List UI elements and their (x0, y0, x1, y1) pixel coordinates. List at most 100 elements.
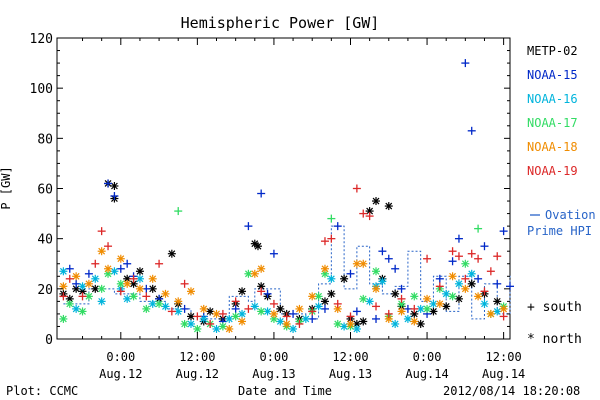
y-axis: 0 20 40 60 80 100 120 (30, 32, 510, 348)
noaa-18-star-d2 (436, 300, 444, 308)
x-axis-label: Date and Time (238, 384, 332, 398)
noaa-17-point (78, 307, 87, 316)
metp-02-point (72, 284, 81, 293)
noaa-16-star-d2 (455, 280, 463, 288)
noaa-18-star-d2 (270, 310, 278, 318)
noaa-16-point (289, 324, 298, 333)
noaa-18-star-d2 (500, 305, 508, 313)
noaa-17-star-d2 (155, 300, 163, 308)
metp-02-point (340, 274, 349, 283)
metp-02-point (442, 302, 451, 311)
noaa-18-star-d2 (251, 270, 259, 278)
metp-02-star-d2 (254, 242, 262, 250)
metp-02-point (276, 304, 285, 313)
noaa-17-star-d2 (449, 292, 457, 300)
noaa-16-point (429, 299, 438, 308)
noaa-16-point (161, 302, 170, 311)
y-tick-label: 60 (37, 183, 53, 198)
x-tick-date: Aug.13 (252, 367, 295, 381)
noaa-16-star-d2 (162, 302, 169, 310)
noaa-15-point (65, 264, 74, 273)
noaa-16-star-d2 (378, 277, 386, 285)
noaa-17-star-d2 (257, 307, 265, 315)
y-tick-label: 80 (37, 132, 53, 147)
noaa-15-point (116, 264, 125, 273)
noaa-19-point (365, 212, 374, 221)
noaa-16-star-d2 (225, 315, 233, 323)
noaa-18-star-d2 (347, 320, 354, 328)
noaa-16-star-d2 (353, 325, 361, 333)
ovation-hpi-layer (63, 225, 511, 320)
metp-02-point (186, 312, 195, 321)
noaa-18-point (148, 274, 157, 283)
noaa-16-star-d2 (187, 320, 195, 328)
metp-02-point (206, 307, 215, 316)
noaa-16-point (314, 302, 323, 311)
noaa-15-point (289, 309, 298, 318)
noaa-16-star-d2 (468, 270, 476, 278)
x-tick-date: Aug.12 (99, 367, 142, 381)
noaa-17-star-d2 (79, 307, 86, 315)
noaa-19-point (454, 252, 463, 261)
metp-02-point (454, 294, 463, 303)
noaa-18-star-d2 (174, 297, 182, 305)
y-tick-label: 100 (30, 82, 53, 97)
metp-02-star-d2 (340, 275, 348, 283)
metp-02-star-d2 (123, 275, 131, 283)
legend: METP-02 NOAA-15 NOAA-16 NOAA-17 NOAA-18 NOAA-… (527, 44, 578, 216)
noaa-17-star-d2 (398, 300, 405, 308)
metp-02-point (123, 274, 132, 283)
satellite-points-layer (59, 59, 514, 333)
metp-02-point (320, 297, 329, 306)
metp-02-star-d2 (72, 285, 80, 293)
noaa-17-star-d2 (98, 285, 106, 293)
noaa-18-point (97, 247, 106, 256)
noaa-17-star-d2 (117, 280, 125, 288)
noaa-18-point (225, 324, 234, 333)
metp-02-star-d2 (168, 250, 176, 258)
noaa-16-point (72, 304, 81, 313)
noaa-16-star-d2 (340, 323, 348, 330)
noaa-19-point (218, 309, 227, 318)
noaa-16-point (110, 267, 119, 276)
y-tick-label: 40 (37, 233, 53, 248)
noaa-18-star-d2 (98, 247, 106, 255)
metp-02-star-d2 (353, 320, 361, 328)
noaa-17-point (97, 284, 106, 293)
noaa-15-point (320, 304, 329, 313)
noaa-15-point (461, 59, 470, 68)
noaa-18-point (359, 259, 368, 268)
noaa-18-star-d2 (449, 272, 457, 280)
noaa-17-star-d2 (130, 292, 137, 300)
metp-02-point (65, 294, 74, 303)
noaa-18-point (435, 299, 444, 308)
noaa-16-star-d2 (123, 295, 131, 303)
noaa-19-point (480, 287, 489, 296)
metp-02-point (372, 197, 381, 206)
noaa-16-point (238, 309, 247, 318)
noaa-18-star-d2 (487, 310, 495, 318)
noaa-17-point (59, 314, 68, 323)
noaa-18-star-d2 (308, 292, 316, 300)
noaa-17-star-d2 (232, 313, 240, 320)
noaa-16-point (199, 314, 208, 323)
noaa-18-point (59, 282, 68, 291)
noaa-15-point (123, 259, 132, 268)
noaa-16-point (378, 277, 387, 286)
noaa-16-point (301, 314, 310, 323)
noaa-15-point (397, 284, 406, 293)
noaa-18-star-d2 (359, 260, 367, 268)
metp-02-star-d2 (430, 307, 437, 315)
noaa-19-point (142, 292, 151, 301)
noaa-19-point (116, 287, 125, 296)
x-tick-date: Aug.14 (482, 367, 525, 381)
noaa-19-point (78, 292, 87, 301)
legend-noaa-15: NOAA-15 (527, 68, 578, 82)
noaa-17-star-d2 (321, 270, 329, 278)
metp-02-star-d2 (149, 285, 157, 293)
noaa-17-point (448, 292, 457, 301)
x-tick-date: Aug.14 (405, 367, 448, 381)
metp-02-star-d2 (66, 295, 74, 303)
noaa-19-point (308, 307, 317, 316)
